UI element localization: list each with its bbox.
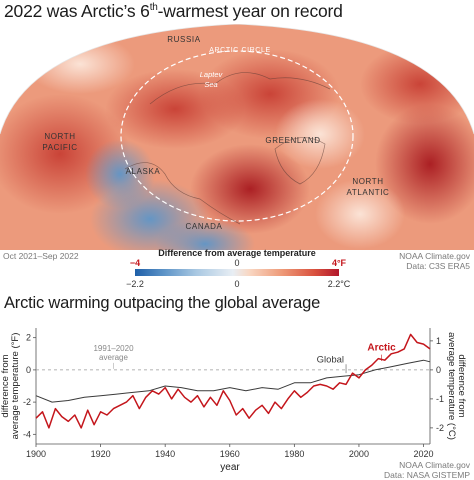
baseline-label: 1991–2020	[93, 344, 134, 353]
y-tick-right-label: -1	[436, 394, 444, 404]
chart-title: Arctic warming outpacing the global aver…	[4, 294, 321, 312]
y-axis-right-title-2: average temperature (°C)	[446, 332, 457, 440]
legend-c-mid: 0	[234, 279, 239, 289]
y-tick-left-label: 2	[26, 333, 31, 343]
baseline-label-2: average	[99, 353, 128, 362]
y-tick-left-label: 0	[26, 365, 31, 375]
y-tick-right-label: -2	[436, 423, 444, 433]
map-title-superscript: th	[149, 2, 158, 14]
legend-color-bar	[135, 269, 339, 276]
map-period: Oct 2021–Sep 2022	[3, 251, 79, 261]
legend-f-max: 4°F	[332, 258, 347, 268]
y-tick-right-label: 0	[436, 365, 441, 375]
y-tick-right-label: 1	[436, 336, 441, 346]
legend-f-mid: 0	[234, 258, 239, 268]
legend-title: Difference from average temperature	[158, 248, 316, 258]
label-laptev: Laptev	[200, 70, 224, 79]
color-legend: Difference from average temperature −4 0…	[126, 248, 351, 289]
chart-credit-2: Data: NASA GISTEMP	[384, 470, 470, 480]
y-axis-right-title-1: difference from	[456, 354, 467, 417]
x-tick-label: 1900	[26, 449, 46, 459]
y-tick-left-label: -2	[23, 397, 31, 407]
map-title-text: 2022 was Arctic’s 6	[4, 1, 150, 21]
label-north-pacific-1: NORTH	[44, 132, 75, 141]
label-sea: Sea	[204, 80, 217, 89]
map-credit-1: NOAA Climate.gov	[399, 251, 470, 261]
x-tick-label: 1920	[91, 449, 111, 459]
arctic-map: RUSSIA ARCTIC CIRCLE Laptev Sea NORTH PA…	[0, 24, 474, 250]
label-arctic-circle: ARCTIC CIRCLE	[209, 47, 270, 54]
series-label-global: Global	[317, 355, 344, 366]
x-tick-label: 2000	[349, 449, 369, 459]
map-title-text-end: -warmest year on record	[157, 1, 343, 21]
label-greenland: GREENLAND	[265, 136, 320, 145]
label-north-pacific-2: PACIFIC	[42, 143, 77, 152]
y-axis-left-title-1: difference from	[0, 354, 11, 417]
y-axis-left-title-2: average temperature (°F)	[10, 333, 21, 440]
x-tick-label: 2020	[414, 449, 434, 459]
x-tick-label: 1940	[155, 449, 175, 459]
map-credit-2: Data: C3S ERA5	[406, 261, 470, 271]
x-tick-label: 1980	[284, 449, 304, 459]
chart-credit-1: NOAA Climate.gov	[399, 460, 470, 470]
map-title: 2022 was Arctic’s 6th-warmest year on re…	[4, 1, 343, 22]
label-alaska: ALASKA	[126, 167, 161, 176]
label-north-atlantic-2: ATLANTIC	[347, 188, 390, 197]
label-russia: RUSSIA	[167, 35, 200, 44]
y-tick-left-label: -4	[23, 429, 31, 439]
label-north-atlantic-1: NORTH	[352, 177, 383, 186]
series-line-arctic	[35, 333, 431, 429]
series-line-global	[35, 359, 431, 403]
legend-c-min: −2.2	[126, 279, 144, 289]
legend-c-max: 2.2°C	[328, 279, 351, 289]
label-canada: CANADA	[186, 222, 223, 231]
legend-f-min: −4	[130, 258, 140, 268]
x-tick-label: 1960	[220, 449, 240, 459]
x-axis-label: year	[220, 462, 240, 473]
series-label-arctic: Arctic	[367, 343, 396, 354]
